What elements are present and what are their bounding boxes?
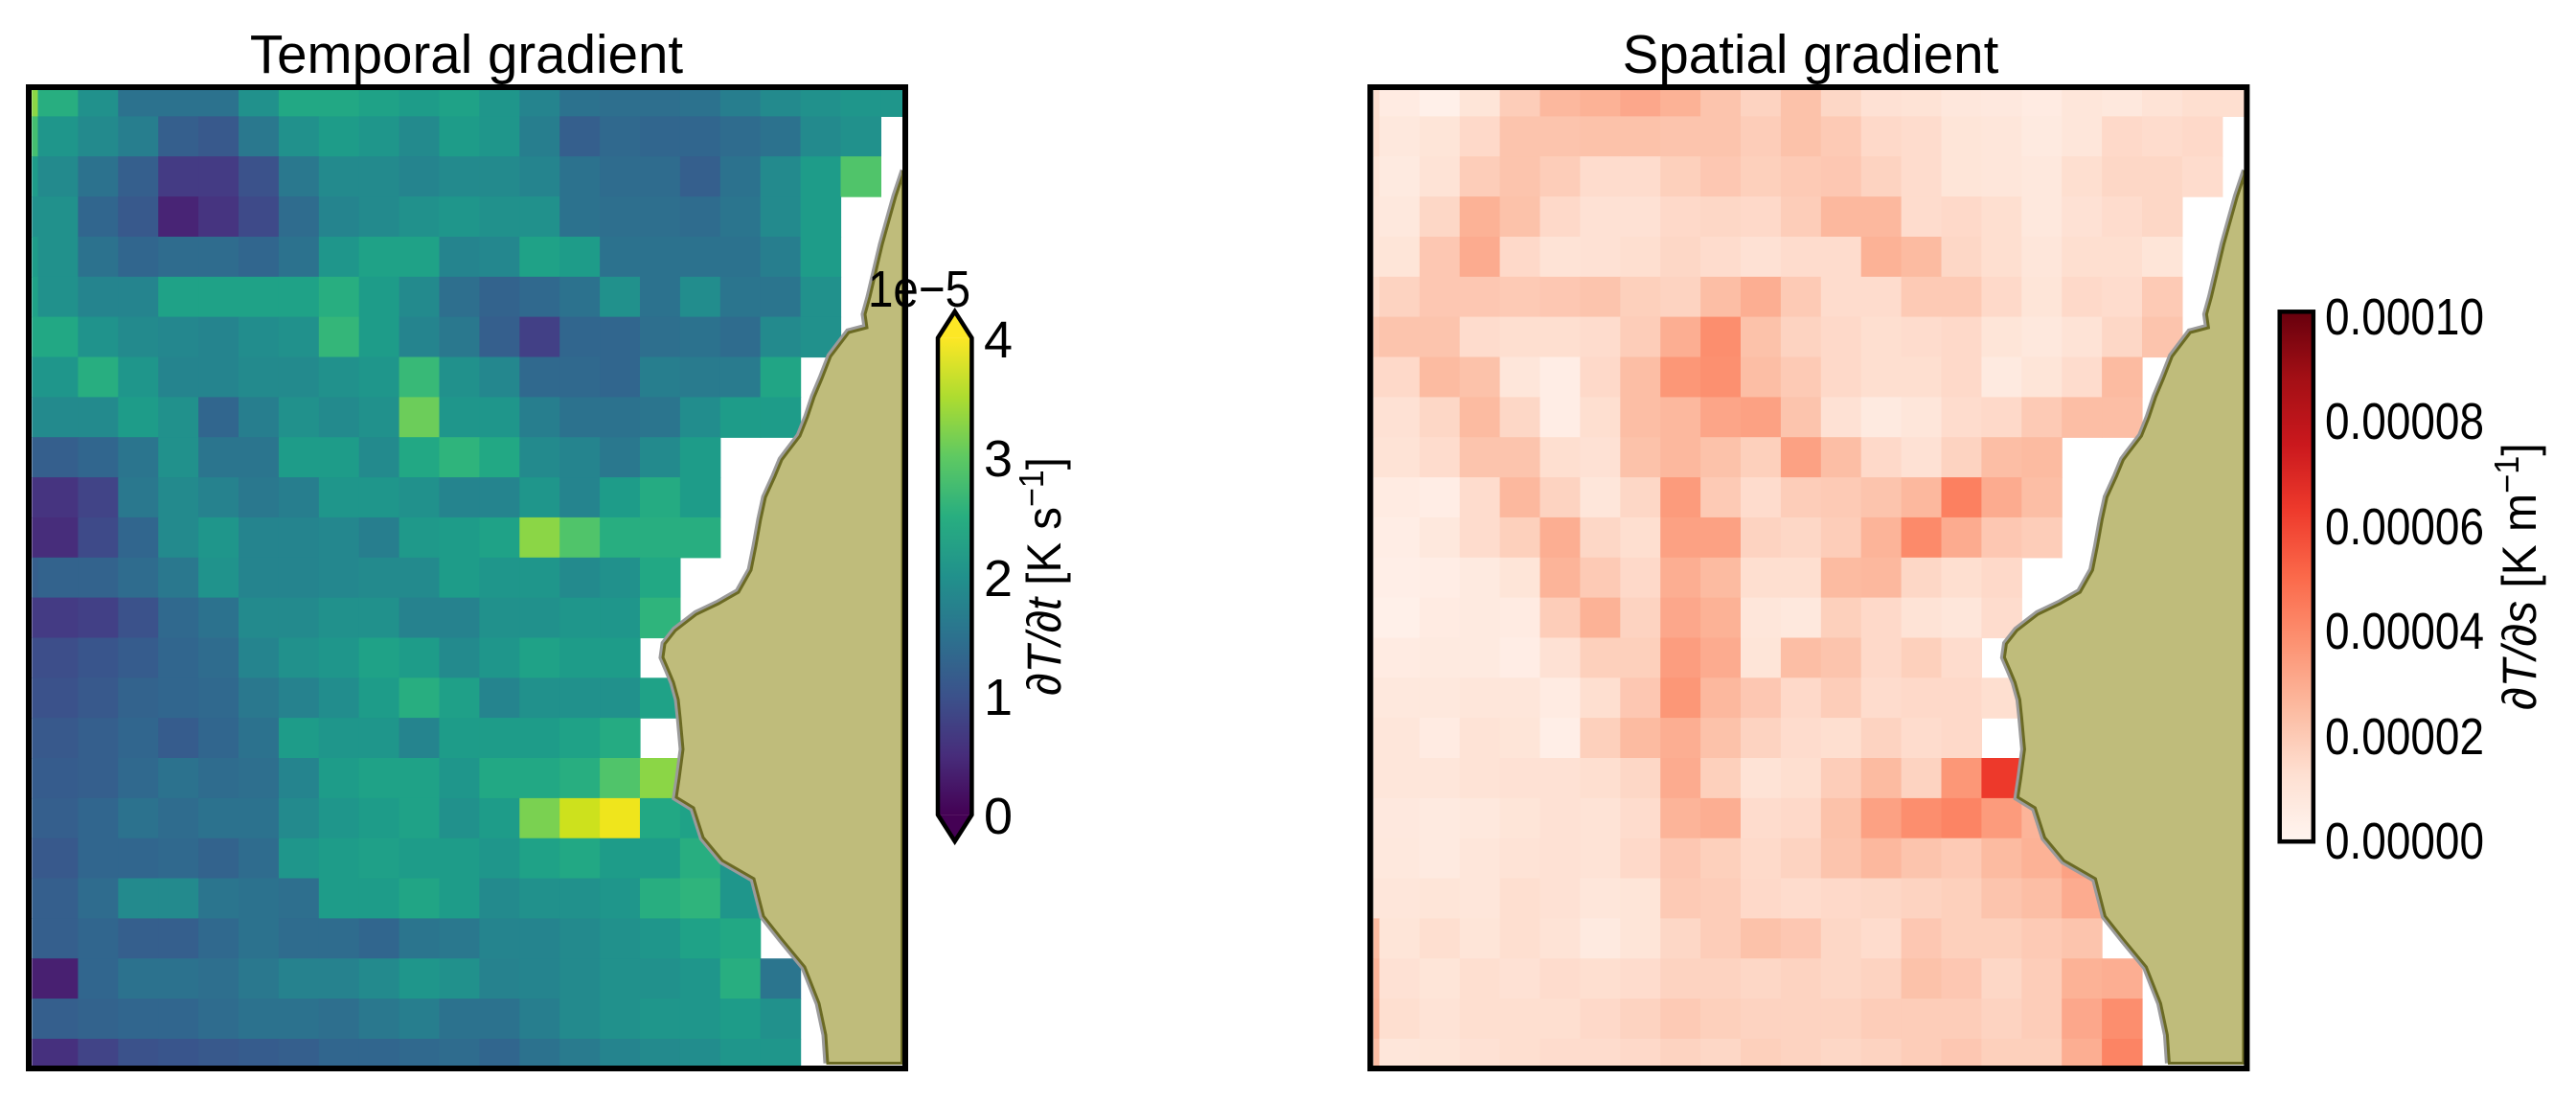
svg-text:2: 2 <box>984 550 1013 608</box>
svg-text:0.00008: 0.00008 <box>2325 393 2484 450</box>
svg-text:Temporal gradient: Temporal gradient <box>250 24 684 84</box>
svg-text:1: 1 <box>984 669 1013 726</box>
svg-text:0.00002: 0.00002 <box>2325 708 2484 766</box>
svg-text:Spatial gradient: Spatial gradient <box>1623 24 1999 84</box>
svg-text:3: 3 <box>984 430 1013 488</box>
svg-text:0.00000: 0.00000 <box>2325 813 2484 870</box>
svg-text:0: 0 <box>984 788 1013 845</box>
svg-text:∂T/∂t [K s−1]: ∂T/∂t [K s−1] <box>1013 457 1071 696</box>
svg-text:1e−5: 1e−5 <box>868 261 970 318</box>
svg-text:0.00006: 0.00006 <box>2325 498 2484 556</box>
svg-text:0.00004: 0.00004 <box>2325 603 2484 660</box>
svg-text:4: 4 <box>984 311 1013 369</box>
svg-text:0.00010: 0.00010 <box>2325 288 2484 346</box>
